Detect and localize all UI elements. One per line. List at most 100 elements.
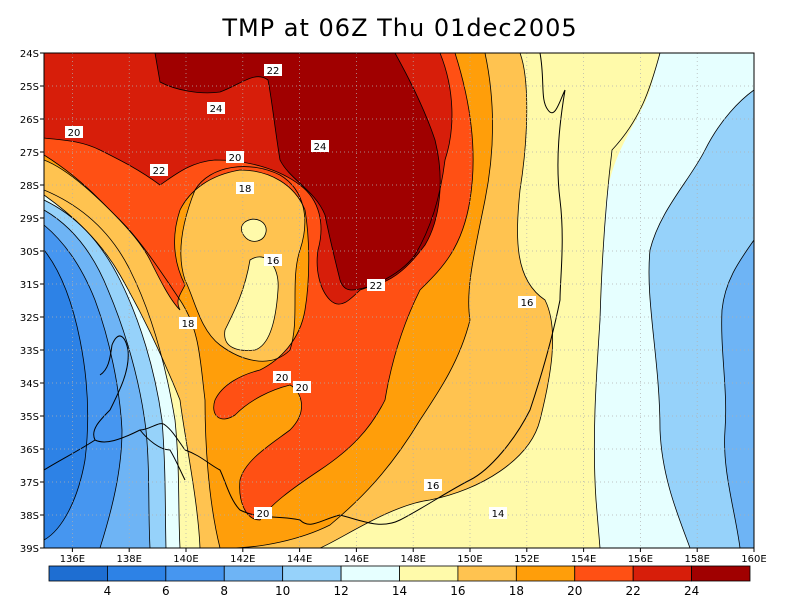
contour-lines [44, 53, 754, 548]
lon-tick-label: 160E [741, 554, 766, 565]
map-title: TMP at 06Z Thu 01dec2005 [222, 14, 578, 42]
colorbar-label: 12 [333, 584, 348, 598]
colorbar-swatch [574, 565, 634, 582]
colorbar-label: 8 [220, 584, 228, 598]
lat-tick-label: 26S [20, 115, 39, 126]
contour-label-bg [179, 317, 197, 329]
lat-tick-label: 30S [20, 247, 39, 258]
contour-label-group: 22 24 20 22 24 20 18 16 22 16 18 20 20 1… [65, 64, 536, 520]
grid-lines [44, 53, 754, 548]
contour-label: 22 [370, 281, 383, 292]
contour-label-bg [207, 102, 225, 114]
contour-label: 20 [257, 509, 270, 520]
colorbar-swatch [165, 565, 225, 582]
contour-label-bg [424, 479, 442, 491]
colorbar-swatch [399, 565, 459, 582]
lat-tick-label: 35S [20, 412, 39, 423]
band-24-26 [155, 53, 441, 290]
contour-label: 18 [182, 319, 195, 330]
colorbar-swatch [48, 565, 108, 582]
lat-tick-label: 24S [20, 49, 39, 60]
contour-label-bg [65, 126, 83, 138]
lat-tick-label: 25S [20, 82, 39, 93]
contour-label: 20 [276, 373, 289, 384]
lon-tick-label: 142E [230, 554, 255, 565]
lon-tick-label: 146E [344, 554, 369, 565]
band-4-6-west [44, 250, 88, 540]
lat-tick-label: 27S [20, 148, 39, 159]
colorbar-label: 20 [567, 584, 582, 598]
contour-label-bg [273, 371, 291, 383]
lon-tick-label: 158E [684, 554, 709, 565]
lat-tick-label: 34S [20, 379, 39, 390]
colorbar-swatch [457, 565, 517, 582]
contour-label: 20 [296, 383, 309, 394]
colorbar-label: 14 [392, 584, 407, 598]
lat-tick-label: 31S [20, 280, 39, 291]
colorbar: 4 6 8 10 12 14 16 18 20 22 24 [48, 565, 751, 598]
lat-tick-label: 38S [20, 511, 39, 522]
contour-label: 22 [267, 66, 280, 77]
lon-tick-label: 154E [571, 554, 596, 565]
colorbar-swatch [515, 565, 576, 582]
lon-tick-label: 138E [116, 554, 141, 565]
lon-tick-label: 152E [514, 554, 539, 565]
colorbar-swatch [691, 565, 751, 582]
contour-label-bg [367, 279, 385, 291]
map-frame [43, 52, 755, 549]
band-8-10 [721, 240, 754, 548]
contour-label-bg [150, 164, 168, 176]
colorbar-label: 6 [162, 584, 170, 598]
contour-label-bg [518, 296, 536, 308]
contour-label: 24 [314, 142, 327, 153]
colorbar-swatch [632, 565, 692, 582]
colorbar-swatch [282, 565, 342, 582]
colorbar-label: 16 [450, 584, 465, 598]
contour-label: 16 [521, 298, 534, 309]
lat-tick-label: 33S [20, 346, 39, 357]
lon-tick-label: 150E [457, 554, 482, 565]
contour-label: 16 [427, 481, 440, 492]
colorbar-label: 4 [104, 584, 112, 598]
lon-tick-label: 144E [287, 554, 312, 565]
contour-label-bg [236, 182, 254, 194]
colorbar-label: 10 [275, 584, 290, 598]
contour-label-bg [293, 381, 311, 393]
lat-tick-label: 39S [20, 544, 39, 555]
band-14-16-inland [224, 256, 279, 351]
contour-label-bg [226, 151, 244, 163]
contour-label: 20 [229, 153, 242, 164]
contour-label: 18 [239, 184, 252, 195]
colorbar-swatch [107, 565, 167, 582]
lat-tick-label: 36S [20, 445, 39, 456]
latitude-axis: 24S 25S 26S 27S 28S 29S 30S 31S 32S 33S 34S 35S 36S 3… [20, 49, 44, 555]
lon-tick-label: 140E [173, 554, 198, 565]
contour-label-bg [254, 507, 272, 519]
contour-label: 24 [210, 104, 223, 115]
contour-label-bg [311, 140, 329, 152]
contour-label: 20 [68, 128, 81, 139]
lat-tick-label: 28S [20, 181, 39, 192]
lon-tick-label: 148E [400, 554, 425, 565]
colorbar-swatch [340, 565, 400, 582]
temperature-fill-layer [44, 53, 754, 548]
lat-tick-label: 29S [20, 214, 39, 225]
lon-tick-label: 136E [60, 554, 85, 565]
longitude-axis: 136E 138E 140E 142E 144E 146E 148E 150E 152E 154E… [60, 548, 767, 565]
contour-label: 14 [492, 509, 505, 520]
band-14-16-inland-small [241, 219, 267, 242]
contour-label: 16 [267, 256, 280, 267]
contour-label: 22 [153, 166, 166, 177]
lat-tick-label: 37S [20, 478, 39, 489]
lat-tick-label: 32S [20, 313, 39, 324]
lon-tick-label: 156E [628, 554, 653, 565]
colorbar-label: 18 [509, 584, 524, 598]
contour-label-bg [264, 64, 282, 76]
colorbar-label: 24 [684, 584, 699, 598]
colorbar-swatch [223, 565, 284, 582]
coastline [44, 53, 566, 525]
contour-label-bg [489, 507, 507, 519]
contour-label-bg [264, 254, 282, 266]
colorbar-label: 22 [626, 584, 641, 598]
